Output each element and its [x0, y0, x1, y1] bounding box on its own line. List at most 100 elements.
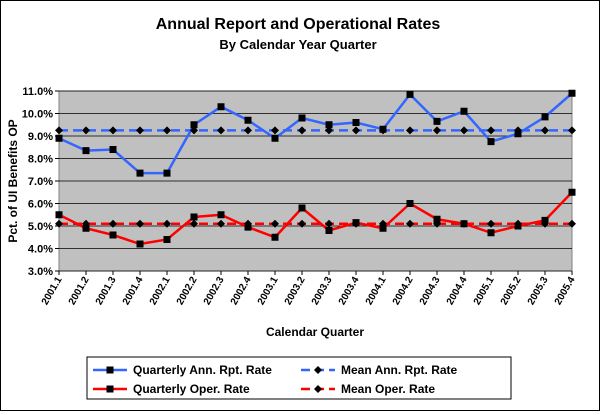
legend-entry: Quarterly Oper. Rate: [93, 382, 250, 396]
legend-box: [86, 356, 512, 400]
data-point: [460, 219, 468, 228]
data-point: [433, 126, 441, 135]
y-tick-label: 7.0%: [28, 176, 53, 188]
data-point: [136, 240, 144, 248]
data-point: [217, 126, 225, 135]
data-point: [163, 236, 171, 243]
data-point: [433, 219, 441, 228]
data-point: [325, 121, 333, 129]
data-point: [298, 126, 306, 135]
legend-label: Mean Oper. Rate: [341, 382, 435, 396]
chart-subtitle: By Calendar Year Quarter: [219, 37, 376, 52]
x-tick-label: 2005.2: [499, 275, 524, 307]
x-tick-label: 2001.1: [40, 275, 65, 307]
data-point: [487, 219, 495, 228]
chart-title: Annual Report and Operational Rates: [156, 16, 441, 33]
data-point: [406, 90, 414, 98]
y-tick-label: 4.0%: [28, 244, 53, 256]
data-point: [298, 114, 306, 122]
data-point: [271, 126, 279, 135]
data-point: [163, 126, 171, 135]
data-point: [163, 169, 171, 177]
data-point: [406, 219, 414, 228]
series-3: [55, 219, 576, 228]
data-point: [568, 89, 576, 97]
data-point: [136, 169, 144, 177]
legend-entry: Mean Ann. Rpt. Rate: [301, 363, 458, 377]
x-tick-label: 2001.3: [94, 275, 119, 307]
legend-marker: [314, 385, 322, 393]
data-point: [109, 126, 117, 135]
data-point: [487, 138, 495, 146]
x-tick-label: 2003.2: [283, 275, 308, 307]
y-tick-label: 3.0%: [28, 266, 53, 278]
data-point: [55, 126, 63, 135]
y-tick-label: 10.0%: [22, 109, 53, 121]
data-point: [217, 219, 225, 228]
y-axis-ticks: 3.0% 4.0% 5.0% 6.0% 7.0% 8.0% 9.0% 10.0% 11.0%: [22, 86, 59, 278]
data-point: [514, 126, 522, 135]
series-1: [55, 126, 576, 135]
y-tick-label: 11.0%: [22, 86, 53, 98]
series-line: [58, 92, 573, 175]
x-tick-label: 2003.1: [256, 275, 281, 307]
y-tick-label: 9.0%: [28, 131, 53, 143]
y-tick-label: 5.0%: [28, 221, 53, 233]
x-axis-ticks: 2001.1 2001.2 2001.3 2001.4 2002.1 2002.2 2002…: [40, 271, 578, 307]
data-point: [325, 227, 333, 234]
data-point: [82, 126, 90, 135]
legend-entry: Quarterly Ann. Rpt. Rate: [93, 363, 272, 377]
legend-marker: [314, 366, 322, 374]
legend-label: Mean Ann. Rpt. Rate: [341, 363, 458, 377]
data-point: [190, 213, 198, 221]
data-point: [352, 126, 360, 135]
x-tick-label: 2003.3: [310, 275, 335, 307]
x-tick-label: 2005.3: [526, 275, 551, 307]
data-point: [433, 117, 441, 125]
x-tick-label: 2002.1: [148, 275, 173, 307]
x-tick-label: 2004.2: [391, 275, 416, 307]
data-point: [82, 224, 90, 232]
y-axis-label: Pct. of UI Benefits OP: [6, 119, 20, 242]
data-point: [82, 147, 90, 155]
data-point: [487, 126, 495, 135]
x-tick-label: 2005.4: [553, 275, 578, 307]
data-point: [568, 219, 576, 228]
data-point: [109, 231, 117, 239]
data-point: [325, 219, 333, 228]
legend-label: Quarterly Oper. Rate: [133, 382, 250, 396]
data-point: [352, 219, 360, 228]
data-point: [190, 121, 198, 129]
data-point: [406, 200, 414, 207]
data-point: [271, 233, 279, 241]
data-point: [55, 134, 63, 142]
data-point: [406, 126, 414, 135]
data-point: [514, 219, 522, 228]
data-point: [136, 126, 144, 135]
data-point: [325, 126, 333, 135]
data-point: [271, 219, 279, 228]
data-point: [244, 219, 252, 228]
x-tick-label: 2002.4: [229, 275, 254, 307]
data-point: [379, 126, 387, 135]
data-point: [460, 126, 468, 135]
series-line: [58, 191, 573, 246]
data-point: [379, 224, 387, 232]
data-point: [568, 188, 576, 196]
data-point: [244, 116, 252, 124]
data-point: [82, 219, 90, 228]
x-tick-label: 2004.3: [418, 275, 443, 307]
data-point: [217, 211, 225, 219]
legend: Quarterly Ann. Rpt. Rate Mean Ann. Rpt. R…: [93, 363, 458, 396]
data-point: [541, 113, 549, 121]
data-point: [109, 219, 117, 228]
y-tick-label: 6.0%: [28, 199, 53, 211]
data-point: [487, 229, 495, 237]
x-tick-label: 2005.1: [472, 275, 497, 307]
data-point: [298, 204, 306, 212]
data-point: [190, 126, 198, 135]
legend-marker: [106, 385, 114, 393]
x-tick-label: 2002.2: [175, 275, 200, 307]
